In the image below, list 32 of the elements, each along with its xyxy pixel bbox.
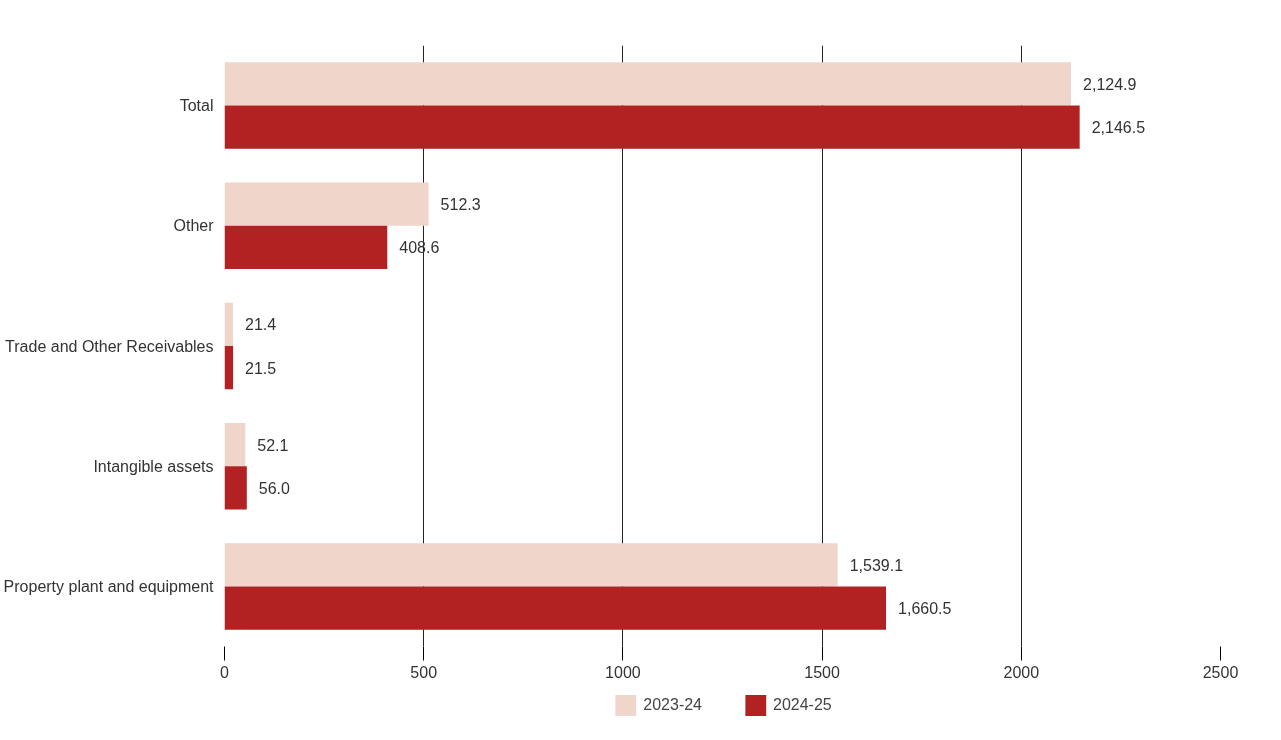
bar xyxy=(224,543,838,587)
data-label: 52.1 xyxy=(257,436,289,454)
x-tick-label: 2000 xyxy=(1003,663,1040,681)
bar xyxy=(224,302,234,346)
data-label: 2,124.9 xyxy=(1083,75,1137,93)
x-tick-label: 2500 xyxy=(1202,663,1239,681)
y-tick-label: Trade and Other Receivables xyxy=(5,337,214,355)
bar xyxy=(224,62,1072,106)
x-tick-label: 500 xyxy=(410,663,438,681)
data-label: 21.5 xyxy=(245,359,277,377)
y-tick-label: Property plant and equipment xyxy=(3,577,215,595)
data-label: 21.4 xyxy=(245,316,277,334)
x-tick-label: 1000 xyxy=(605,663,641,681)
x-tick-label: 0 xyxy=(220,663,230,681)
legend-label: 2024-25 xyxy=(773,696,832,714)
bar xyxy=(224,466,247,510)
y-tick-label: Intangible assets xyxy=(93,457,214,475)
bar xyxy=(224,346,234,390)
legend-label: 2023-24 xyxy=(643,696,702,714)
bar xyxy=(224,182,429,226)
bar xyxy=(224,586,887,630)
y-tick-label: Total xyxy=(179,97,214,115)
y-tick-label: Other xyxy=(173,217,215,235)
x-tick-label: 1500 xyxy=(804,663,840,681)
data-label: 1,539.1 xyxy=(849,556,904,574)
bar xyxy=(224,422,246,467)
data-label: 512.3 xyxy=(440,196,481,214)
data-label: 1,660.5 xyxy=(898,600,952,618)
data-label: 56.0 xyxy=(258,479,291,497)
bar xyxy=(224,225,388,270)
data-label: 2,146.5 xyxy=(1091,119,1146,137)
bar xyxy=(224,105,1080,149)
